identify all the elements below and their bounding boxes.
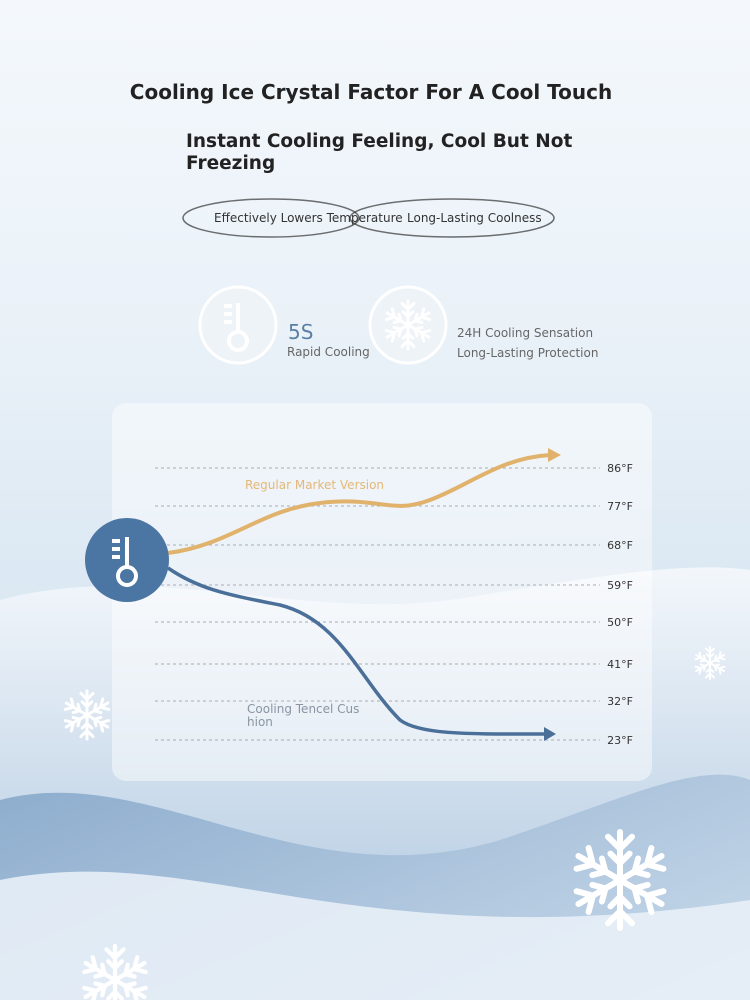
label-line: hion	[247, 715, 273, 729]
scale-label: 86°F	[607, 462, 633, 475]
feature-label: Rapid Cooling	[287, 345, 370, 359]
arrow-head	[548, 448, 561, 462]
arrow-head	[544, 727, 556, 741]
series-label: Cooling Tencel Cus hion	[247, 703, 359, 729]
series-label: Regular Market Version	[245, 478, 385, 492]
feature-label: 24H Cooling Sensation	[457, 326, 594, 340]
title: Cooling Ice Crystal Factor For A Cool To…	[129, 80, 613, 104]
scale-label: 68°F	[607, 539, 633, 552]
scale-label: 23°F	[607, 734, 633, 747]
scale-label: 41°F	[607, 658, 633, 671]
scale-label: 59°F	[607, 579, 633, 592]
thermometer-icon	[112, 537, 138, 587]
feature-label: Long-Lasting Protection	[457, 346, 599, 360]
regular-curve	[167, 453, 551, 555]
tag-pill	[182, 198, 360, 238]
scale-label: 77°F	[607, 500, 633, 513]
label-line: Cooling Tencel Cus	[247, 702, 360, 716]
tag: Long-Lasting Coolness	[407, 211, 542, 225]
chart-panel	[112, 403, 652, 781]
scale-label: 50°F	[607, 616, 633, 629]
thermometer-icon	[224, 303, 249, 352]
feature-value: 5S	[288, 320, 314, 344]
cooling-curve	[167, 566, 546, 736]
tag: Effectively Lowers Temperature	[214, 211, 403, 225]
snow-wave	[0, 871, 750, 1000]
scale-label: 32°F	[607, 695, 633, 708]
subtitle: Instant Cooling Feeling, Cool But Not Fr…	[186, 131, 573, 174]
tag-pill	[349, 198, 555, 238]
